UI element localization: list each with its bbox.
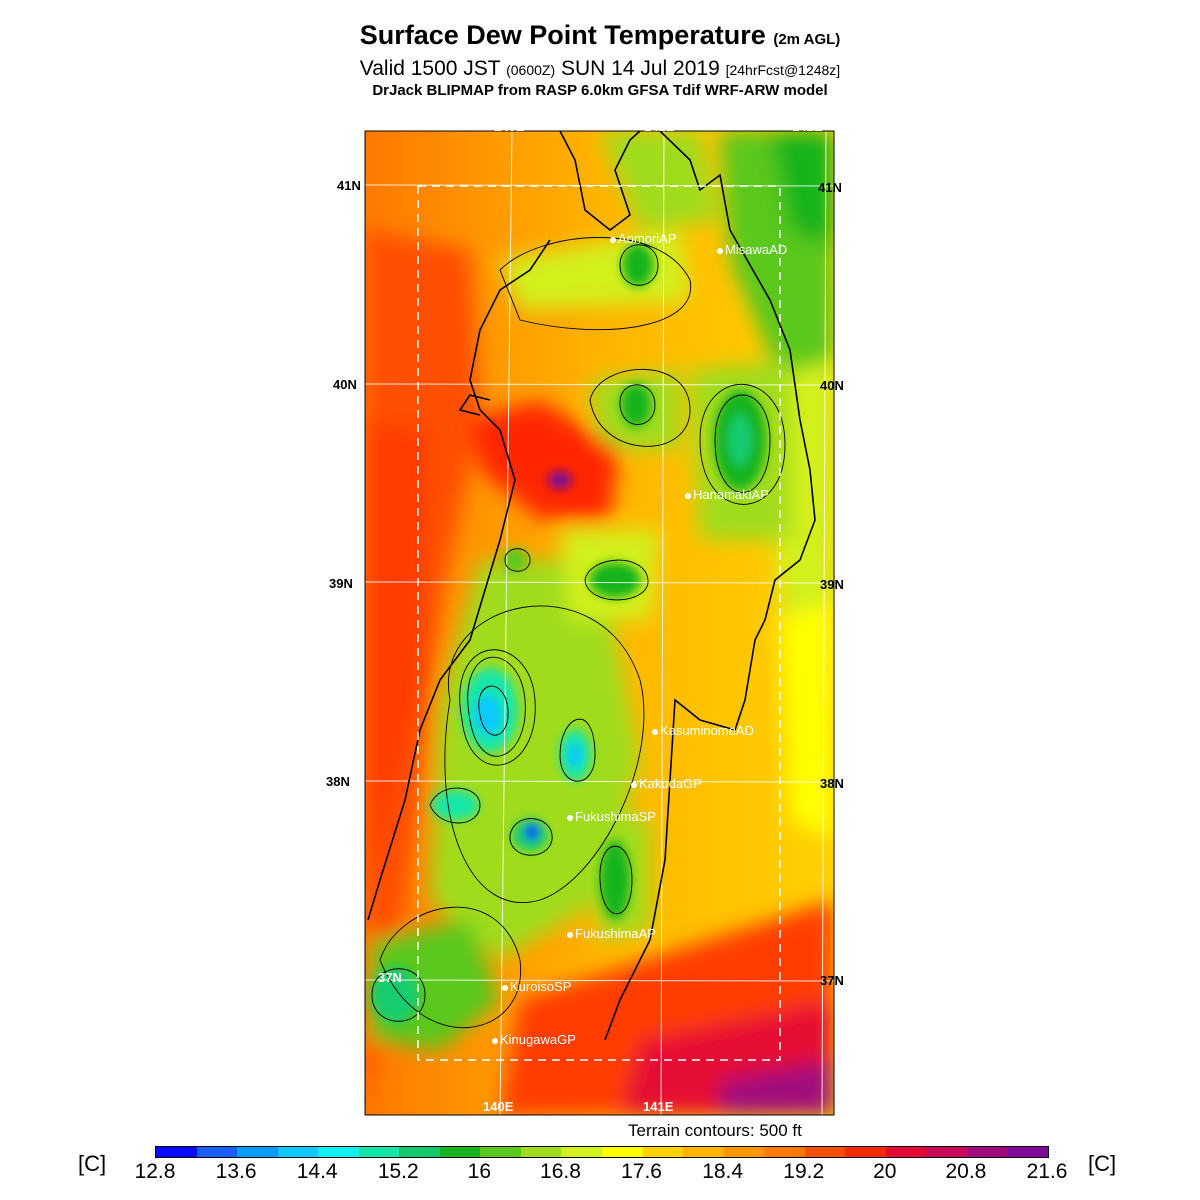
station-label: KuroisoSP xyxy=(510,979,571,994)
terrain-note: Terrain contours: 500 ft xyxy=(628,1121,802,1141)
colorbar-swatch xyxy=(480,1147,521,1157)
colorbar-swatch xyxy=(237,1147,278,1157)
colorbar-tick-label: 12.8 xyxy=(135,1160,176,1184)
colorbar-swatch xyxy=(440,1147,481,1157)
station-label: FukushimaAP xyxy=(575,926,656,941)
unit-right: [C] xyxy=(1088,1151,1116,1177)
station-dot xyxy=(567,815,573,821)
station-dot xyxy=(631,782,637,788)
colorbar-swatch xyxy=(561,1147,602,1157)
station-label: KakudaGP xyxy=(639,776,702,791)
station-dot xyxy=(610,237,616,243)
colorbar-tick-label: 17.6 xyxy=(621,1160,662,1184)
station-aomori: AomoriAP xyxy=(610,231,677,246)
station-label: MisawaAD xyxy=(725,242,787,257)
lon-label-top: 141E xyxy=(644,119,674,134)
colorbar-tick-label: 20.8 xyxy=(945,1160,986,1184)
colorbar-swatch xyxy=(197,1147,238,1157)
station-dot xyxy=(567,932,573,938)
colorbar-tick-label: 20 xyxy=(873,1160,896,1184)
colorbar-swatch xyxy=(805,1147,846,1157)
colorbar-swatch xyxy=(967,1147,1008,1157)
lat-label-left: 39N xyxy=(329,576,353,591)
lat-label-left: 40N xyxy=(333,377,357,392)
lat-label-left: 37N xyxy=(378,970,402,985)
colorbar-swatch xyxy=(724,1147,765,1157)
station-kasuminome: KasuminomeAD xyxy=(652,723,754,738)
station-label: FukushimaSP xyxy=(575,809,656,824)
colorbar-swatch xyxy=(683,1147,724,1157)
colorbar-swatch xyxy=(602,1147,643,1157)
station-label: HanamakiAP xyxy=(693,487,769,502)
station-label: KasuminomeAD xyxy=(660,723,754,738)
station-hanamaki: HanamakiAP xyxy=(685,487,769,502)
colorbar-tick-label: 14.4 xyxy=(297,1160,338,1184)
colorbar-tick-label: 21.6 xyxy=(1027,1160,1068,1184)
colorbar-tick-label: 16 xyxy=(468,1160,491,1184)
station-dot xyxy=(717,248,723,254)
colorbar-swatch xyxy=(643,1147,684,1157)
station-kinugawa: KinugawaGP xyxy=(492,1032,576,1047)
station-misawa: MisawaAD xyxy=(717,242,787,257)
lat-label-right: 38N xyxy=(820,776,844,791)
colorbar-swatch xyxy=(926,1147,967,1157)
colorbar-tick-label: 15.2 xyxy=(378,1160,419,1184)
map-field xyxy=(365,131,834,1115)
colorbar-swatch xyxy=(318,1147,359,1157)
lon-label-bottom: 141E xyxy=(643,1099,673,1114)
station-label: AomoriAP xyxy=(618,231,677,246)
station-dot xyxy=(492,1038,498,1044)
colorbar-swatch xyxy=(278,1147,319,1157)
station-dot xyxy=(502,985,508,991)
unit-left: [C] xyxy=(78,1151,106,1177)
lon-label-bottom: 140E xyxy=(483,1099,513,1114)
lat-label-left: 41N xyxy=(337,178,361,193)
colorbar-tick-label: 13.6 xyxy=(216,1160,257,1184)
colorbar-swatch xyxy=(521,1147,562,1157)
station-fukushima-ap: FukushimaAP xyxy=(567,926,656,941)
colorbar-swatch xyxy=(359,1147,400,1157)
lat-label-right: 40N xyxy=(820,378,844,393)
station-dot xyxy=(652,729,658,735)
station-label: KinugawaGP xyxy=(500,1032,576,1047)
lon-label-top: 142E xyxy=(792,119,822,134)
colorbar-swatch xyxy=(845,1147,886,1157)
colorbar-swatch xyxy=(399,1147,440,1157)
station-fukushima-sp: FukushimaSP xyxy=(567,809,656,824)
station-kuroiso: KuroisoSP xyxy=(502,979,571,994)
colorbar-swatch xyxy=(764,1147,805,1157)
lon-label-top: 140E xyxy=(494,119,524,134)
lat-label-right: 41N xyxy=(818,180,842,195)
lat-label-left: 38N xyxy=(326,774,350,789)
colorbar-swatch xyxy=(886,1147,927,1157)
station-kakuda: KakudaGP xyxy=(631,776,702,791)
colorbar-swatch xyxy=(1007,1147,1048,1157)
station-dot xyxy=(685,493,691,499)
lat-label-right: 39N xyxy=(820,577,844,592)
colorbar-tick-label: 19.2 xyxy=(783,1160,824,1184)
colorbar xyxy=(155,1146,1049,1158)
colorbar-swatch xyxy=(156,1147,197,1157)
lat-label-right: 37N xyxy=(820,973,844,988)
colorbar-tick-label: 16.8 xyxy=(540,1160,581,1184)
colorbar-tick-label: 18.4 xyxy=(702,1160,743,1184)
